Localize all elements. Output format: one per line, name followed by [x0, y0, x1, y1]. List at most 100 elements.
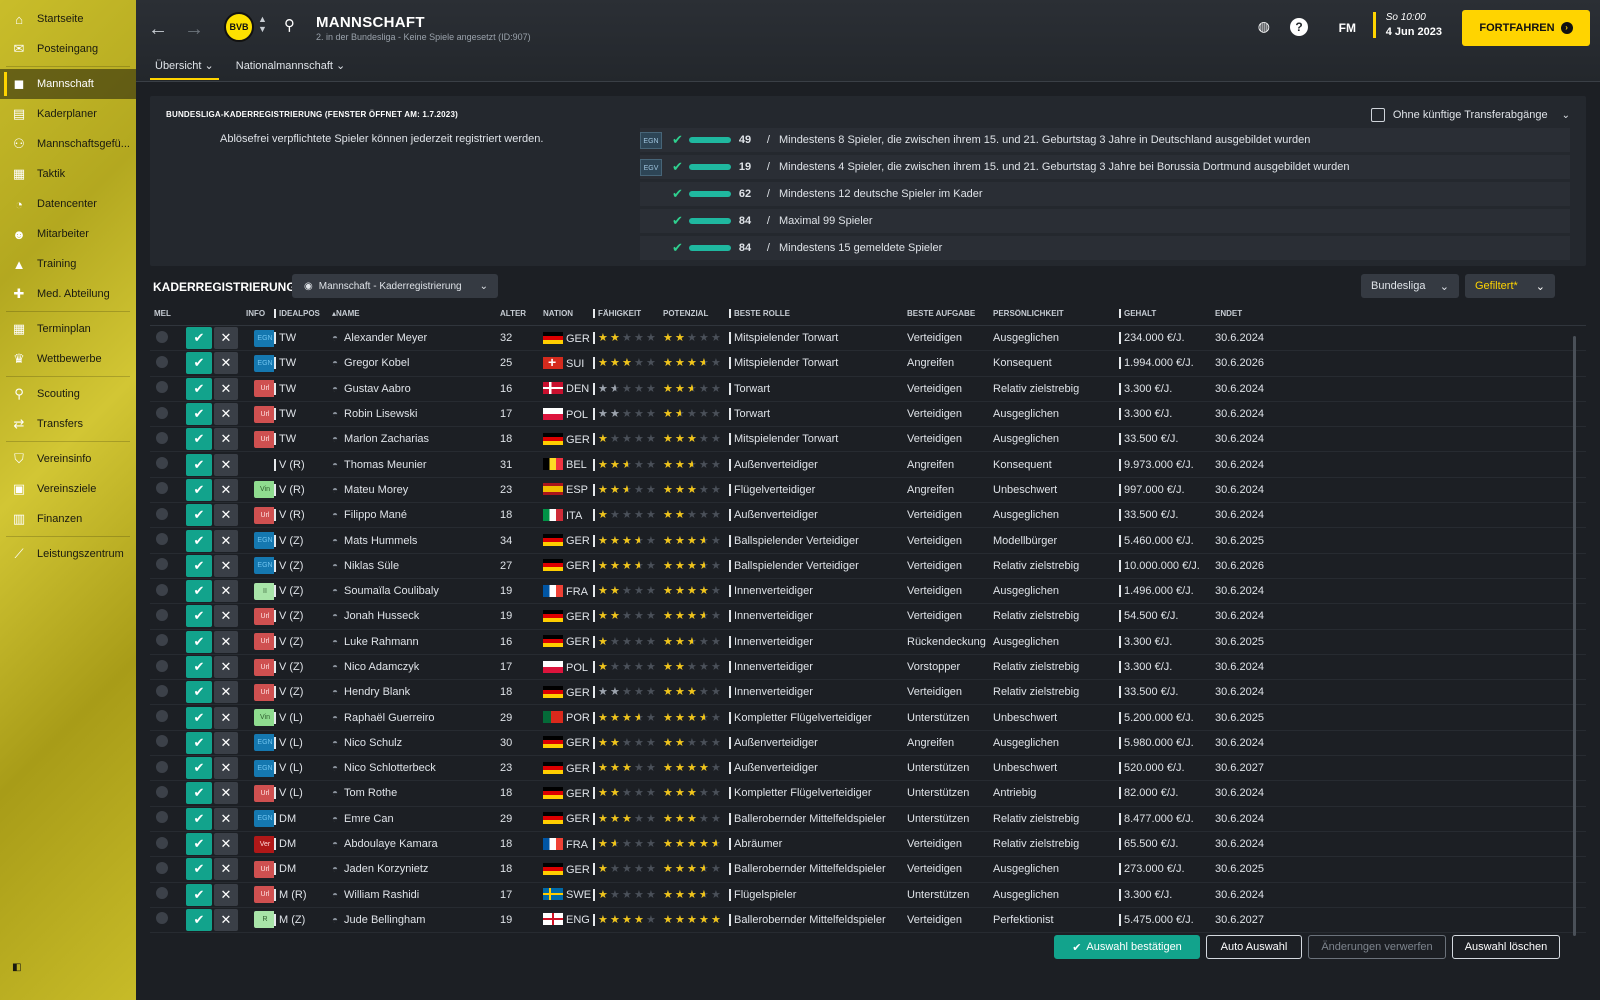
- unregister-button[interactable]: ✕: [214, 858, 238, 881]
- info-badge[interactable]: Url: [254, 430, 274, 448]
- player-name[interactable]: Jonah Husseck: [344, 610, 420, 623]
- name-cell[interactable]: ◓ Gregor Kobel: [324, 357, 500, 369]
- forward-arrow-icon[interactable]: →: [184, 18, 204, 40]
- col-age[interactable]: ALTER: [500, 309, 527, 318]
- table-row[interactable]: ✔ ✕ R M (Z) ◓ Jude Bellingham 19 ENG ★ ★ ★ ★ ★ ★ ★ ★ ★ ★ ★…: [150, 908, 1586, 934]
- name-cell[interactable]: ◓ Jaden Korzynietz: [324, 863, 500, 875]
- player-name[interactable]: Gustav Aabro: [344, 382, 411, 395]
- club-switch-chevrons-icon[interactable]: ▲ ▼: [258, 14, 267, 34]
- name-cell[interactable]: ◓ Marlon Zacharias: [324, 433, 500, 445]
- registered-indicator-icon[interactable]: [156, 735, 168, 748]
- tab-overview[interactable]: Übersicht ⌄: [146, 56, 223, 80]
- player-name[interactable]: Thomas Meunier: [344, 458, 427, 471]
- chevron-down-icon[interactable]: ⌄: [1561, 109, 1570, 121]
- unregister-button[interactable]: ✕: [214, 478, 238, 501]
- register-button[interactable]: ✔: [186, 782, 212, 805]
- registered-indicator-icon[interactable]: [156, 684, 168, 697]
- unregister-button[interactable]: ✕: [214, 580, 238, 603]
- table-row[interactable]: ✔ ✕ Url M (R) ◓ William Rashidi 17 SWE ★ ★ ★ ★ ★ ★ ★ ★ ★…: [150, 883, 1586, 908]
- info-badge[interactable]: EGN: [254, 810, 274, 828]
- clear-selection-button[interactable]: Auswahl löschen: [1452, 935, 1560, 959]
- unregister-button[interactable]: ✕: [214, 656, 238, 678]
- unregister-button[interactable]: ✕: [214, 757, 238, 780]
- league-select[interactable]: Bundesliga ⌄: [1361, 274, 1459, 298]
- discard-changes-button[interactable]: Änderungen verwerfen: [1308, 935, 1446, 959]
- player-name[interactable]: Hendry Blank: [344, 686, 411, 699]
- table-row[interactable]: ✔ ✕ Ver DM ◓ Abdoulaye Kamara 18 FRA ★ ★ ★ ★ ★ ★ ★ ★ ★ ★ ★…: [150, 832, 1586, 858]
- register-button[interactable]: ✔: [186, 858, 212, 881]
- unregister-button[interactable]: ✕: [214, 605, 238, 628]
- info-badge[interactable]: EGN: [254, 759, 274, 777]
- info-badge[interactable]: Vin: [254, 709, 274, 727]
- info-badge[interactable]: EGN: [254, 354, 274, 372]
- register-button[interactable]: ✔: [186, 580, 212, 603]
- table-row[interactable]: ✔ ✕ Url DM ◓ Jaden Korzynietz 18 GER ★ ★ ★ ★ ★ ★ ★ ★ ★ ★ ★…: [150, 857, 1586, 883]
- name-cell[interactable]: ◓ Emre Can: [324, 813, 500, 825]
- registered-indicator-icon[interactable]: [156, 836, 168, 849]
- info-badge[interactable]: Url: [254, 860, 274, 878]
- col-info[interactable]: INFO: [246, 309, 266, 318]
- sidebar-item-performance[interactable]: ⟋ Leistungszentrum: [0, 539, 136, 569]
- name-cell[interactable]: ◓ Niklas Süle: [324, 560, 500, 572]
- name-cell[interactable]: ◓ Tom Rothe: [324, 787, 500, 799]
- register-button[interactable]: ✔: [186, 478, 212, 501]
- sidebar-item-scouting[interactable]: ⚲ Scouting: [0, 379, 136, 409]
- registered-indicator-icon[interactable]: [156, 887, 168, 900]
- name-cell[interactable]: ◓ Nico Schlotterbeck: [324, 762, 500, 774]
- table-row[interactable]: ✔ ✕ EGN V (L) ◓ Nico Schulz 30 GER ★ ★ ★ ★ ★ ★ ★ ★ ★ ★ ★ ★ ★…: [150, 731, 1586, 757]
- sidebar-item-team-dynamics[interactable]: ⚇ Mannschaftsgefü...: [0, 129, 136, 159]
- confirm-selection-button[interactable]: ✔ Auswahl bestätigen: [1054, 935, 1200, 959]
- col-potential[interactable]: POTENZIAL: [663, 309, 709, 318]
- back-arrow-icon[interactable]: ←: [148, 18, 168, 40]
- unregister-button[interactable]: ✕: [214, 377, 238, 400]
- register-button[interactable]: ✔: [186, 883, 212, 906]
- player-name[interactable]: Filippo Mané: [344, 509, 408, 522]
- unregister-button[interactable]: ✕: [214, 833, 238, 856]
- name-cell[interactable]: ◓ Thomas Meunier: [324, 459, 500, 471]
- table-row[interactable]: ✔ ✕ Url V (R) ◓ Filippo Mané 18 ITA ★ ★ ★ ★ ★ ★ ★ ★ ★ ★ ★ ★…: [150, 503, 1586, 529]
- player-name[interactable]: Alexander Meyer: [344, 332, 428, 345]
- sidebar-item-transfers[interactable]: ⇄ Transfers: [0, 409, 136, 439]
- registered-indicator-icon[interactable]: [156, 381, 168, 394]
- name-cell[interactable]: ◓ William Rashidi: [324, 889, 500, 901]
- player-name[interactable]: Niklas Süle: [344, 559, 400, 572]
- player-name[interactable]: William Rashidi: [344, 888, 420, 901]
- table-row[interactable]: ✔ ✕ Url V (Z) ◓ Luke Rahmann 16 GER ★ ★ ★ ★ ★ ★ ★ ★ ★ ★ ★ ★…: [150, 630, 1586, 655]
- unregister-button[interactable]: ✕: [214, 706, 238, 729]
- info-badge[interactable]: Url: [254, 607, 274, 625]
- registered-indicator-icon[interactable]: [156, 634, 168, 647]
- unregister-button[interactable]: ✕: [214, 883, 238, 906]
- player-name[interactable]: Jaden Korzynietz: [344, 863, 429, 876]
- sidebar-item-club-goals[interactable]: ▣ Vereinsziele: [0, 474, 136, 504]
- name-cell[interactable]: ◓ Nico Schulz: [324, 737, 500, 749]
- info-badge[interactable]: EGN: [254, 734, 274, 752]
- unregister-button[interactable]: ✕: [214, 807, 238, 830]
- future-transfers-checkbox[interactable]: Ohne künftige Transferabgänge ⌄: [1370, 108, 1570, 122]
- registered-indicator-icon[interactable]: [156, 482, 168, 495]
- register-button[interactable]: ✔: [186, 908, 212, 931]
- globe-icon[interactable]: ◍: [1257, 18, 1270, 34]
- unregister-button[interactable]: ✕: [214, 630, 238, 653]
- registered-indicator-icon[interactable]: [156, 431, 168, 444]
- player-name[interactable]: Luke Rahmann: [344, 635, 419, 648]
- col-nation[interactable]: NATION: [543, 309, 574, 318]
- col-mel[interactable]: MEL: [154, 309, 171, 318]
- unregister-button[interactable]: ✕: [214, 681, 238, 704]
- sidebar-item-trophy[interactable]: ♛ Wettbewerbe: [0, 344, 136, 374]
- registered-indicator-icon[interactable]: [156, 608, 168, 621]
- col-role[interactable]: BESTE ROLLE: [729, 309, 905, 318]
- auto-select-button[interactable]: Auto Auswahl: [1206, 935, 1302, 959]
- table-row[interactable]: ✔ ✕ Url V (L) ◓ Tom Rothe 18 GER ★ ★ ★ ★ ★ ★ ★ ★ ★ ★ ★ ★ ★ ★ ★…: [150, 781, 1586, 807]
- view-select[interactable]: ◉ Mannschaft - Kaderregistrierung ⌄: [292, 274, 498, 298]
- sidebar-item-inbox[interactable]: ✉ Posteingang: [0, 34, 136, 64]
- table-row[interactable]: ✔ ✕ Url V (Z) ◓ Hendry Blank 18 GER ★ ★ ★ ★ ★ ★ ★ ★ ★ ★ ★ ★…: [150, 680, 1586, 706]
- sidebar-item-data-center[interactable]: ◔ Datencenter: [0, 189, 136, 219]
- table-row[interactable]: ✔ ✕ EGN V (L) ◓ Nico Schlotterbeck 23 GER ★ ★ ★ ★ ★ ★…: [150, 756, 1586, 782]
- sidebar-item-medical[interactable]: ✚ Med. Abteilung: [0, 279, 136, 309]
- info-badge[interactable]: Url: [254, 506, 274, 524]
- player-name[interactable]: Marlon Zacharias: [344, 433, 430, 446]
- info-badge[interactable]: Url: [254, 886, 274, 904]
- unregister-button[interactable]: ✕: [214, 731, 238, 754]
